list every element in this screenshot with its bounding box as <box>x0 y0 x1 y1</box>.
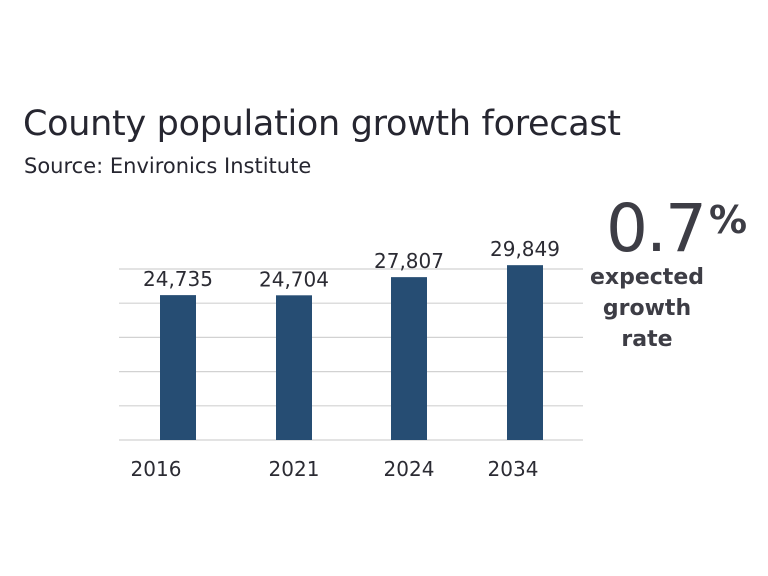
bars <box>160 265 543 440</box>
x-tick-labels: 2016 2021 2024 2034 <box>131 457 539 481</box>
bar-2016 <box>160 295 196 440</box>
growth-rate-label-line: growth <box>602 296 692 321</box>
value-label-2024: 27,807 <box>374 249 444 273</box>
growth-rate-label: expected growth rate <box>585 262 709 355</box>
chart-subtitle: Source: Environics Institute <box>24 154 312 178</box>
x-tick-label-2016: 2016 <box>131 457 182 481</box>
value-label-2034: 29,849 <box>490 237 560 261</box>
chart-title: County population growth forecast <box>23 104 621 144</box>
gridlines <box>119 268 583 441</box>
growth-rate-value: 0.7 <box>606 190 707 267</box>
x-tick-label-2021: 2021 <box>269 457 320 481</box>
bar-2024 <box>391 277 427 440</box>
bar-2034 <box>507 265 543 440</box>
value-labels: 24,735 24,704 27,807 29,849 <box>143 237 560 291</box>
bar-2021 <box>276 295 312 440</box>
percent-sign: % <box>708 198 748 242</box>
growth-rate-stat: 0.7% <box>606 190 747 267</box>
value-label-2016: 24,735 <box>143 267 213 291</box>
x-tick-label-2024: 2024 <box>384 457 435 481</box>
x-tick-label-2034: 2034 <box>488 457 539 481</box>
growth-rate-label-line: expected <box>589 265 704 290</box>
value-label-2021: 24,704 <box>259 267 329 291</box>
growth-rate-label-line: rate <box>621 327 673 352</box>
